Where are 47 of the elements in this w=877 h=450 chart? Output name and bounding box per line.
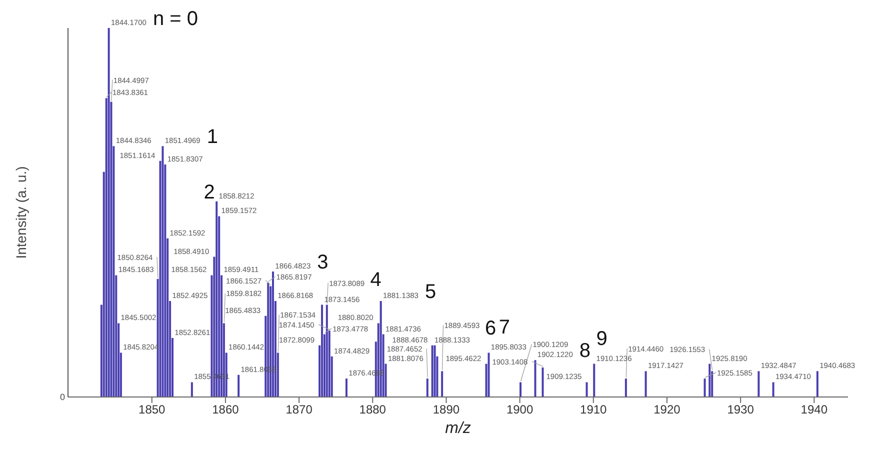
annotation: 7 (498, 316, 510, 339)
annotation: 3 (317, 252, 328, 274)
annotation: 4 (370, 268, 382, 291)
bar (238, 374, 240, 397)
bar (534, 360, 536, 397)
annotation: 1 (206, 126, 218, 148)
bar (586, 382, 588, 397)
x-tick-label: 1940 (800, 402, 828, 417)
bar (708, 364, 711, 397)
bar (704, 378, 706, 397)
bar (426, 378, 428, 397)
x-tick-label: 1850 (138, 402, 166, 417)
bar (758, 371, 760, 397)
bar (441, 371, 444, 397)
annotation: n = 0 (152, 8, 198, 30)
bar (593, 364, 596, 397)
x-tick-label: 1900 (506, 402, 534, 417)
bar (624, 378, 627, 397)
bar (520, 382, 522, 397)
annotation: 9 (596, 328, 608, 350)
bar (326, 304, 328, 397)
annotation: 2 (204, 181, 215, 204)
x-axis-title: m/z (445, 420, 471, 437)
bar (345, 378, 348, 397)
x-tick-label: 1870 (286, 402, 313, 417)
annotation: 5 (425, 281, 436, 304)
annotation: 6 (484, 317, 496, 340)
bar (431, 345, 434, 397)
annotation: 8 (579, 340, 591, 362)
bar (321, 304, 324, 397)
x-tick-label: 1860 (212, 402, 240, 417)
bar (488, 352, 490, 397)
text: 0 (60, 392, 65, 402)
bar (644, 371, 647, 397)
bar (434, 345, 436, 397)
bar (108, 28, 110, 397)
bar (542, 367, 544, 397)
bar (772, 382, 774, 397)
bar (816, 371, 818, 397)
x-tick-label: 1930 (727, 402, 754, 417)
bar (190, 382, 193, 397)
x-tick-label: 1910 (580, 402, 608, 417)
x-tick-label: 1880 (359, 402, 386, 417)
y-axis-title: Intensity (a. u.) (13, 166, 29, 259)
bar (162, 146, 164, 397)
x-tick-label: 1920 (654, 402, 681, 417)
x-tick-label: 1890 (432, 402, 460, 417)
